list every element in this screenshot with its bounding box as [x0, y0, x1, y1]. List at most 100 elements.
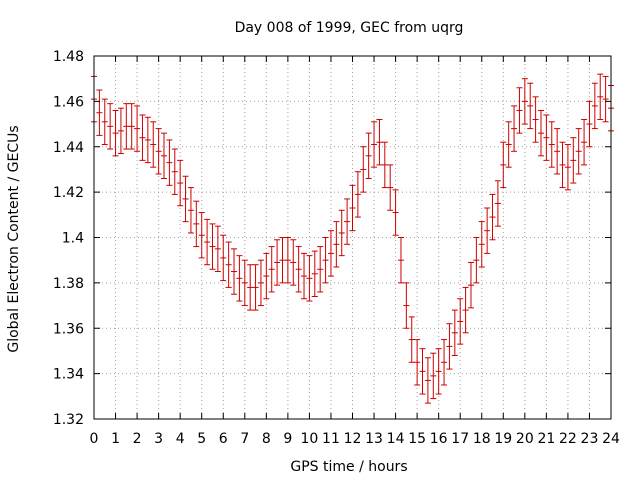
tick-layer: 1.321.341.361.381.41.421.441.461.480 1 2 3 4…: [53, 49, 620, 447]
data-point: [150, 121, 157, 168]
data-point: [441, 339, 448, 386]
x-tick-label: 18: [473, 431, 491, 447]
data-point: [214, 225, 221, 273]
x-tick-label: 2: [133, 431, 142, 447]
data-point: [462, 286, 469, 334]
data-point: [521, 78, 528, 125]
data-point: [187, 187, 194, 234]
data-point: [161, 132, 168, 180]
data-point: [381, 141, 388, 189]
x-tick-label: 5: [197, 431, 206, 447]
data-point: [225, 241, 232, 288]
data-point: [134, 105, 141, 152]
data-point: [505, 121, 512, 168]
data-point: [112, 109, 119, 157]
x-tick-label: 0: [90, 431, 99, 447]
data-point: [139, 114, 146, 161]
data-point: [564, 143, 571, 191]
data-point: [236, 255, 243, 302]
data-point: [128, 103, 135, 150]
x-tick-label: 21: [537, 431, 555, 447]
data-point: [257, 259, 264, 307]
data-point: [344, 198, 351, 245]
y-tick-label: 1.42: [53, 185, 84, 201]
data-point: [371, 121, 378, 168]
data-point: [322, 237, 329, 284]
data-point: [360, 146, 367, 193]
x-tick-label: 6: [219, 431, 228, 447]
data-point: [473, 237, 480, 284]
data-point: [338, 209, 345, 257]
data-point: [548, 121, 555, 168]
x-tick-label: 8: [262, 431, 271, 447]
data-point: [268, 246, 275, 293]
x-tick-label: 17: [451, 431, 469, 447]
data-point: [182, 175, 189, 223]
data-point: [478, 221, 485, 268]
data-point: [101, 98, 108, 145]
data-point: [349, 184, 356, 232]
data-point: [123, 103, 130, 150]
chart-title: Day 008 of 1999, GEC from uqrg: [235, 20, 464, 36]
data-point: [467, 261, 474, 309]
data-point: [290, 239, 297, 286]
x-tick-label: 7: [240, 431, 249, 447]
y-tick-label: 1.48: [53, 49, 84, 65]
data-point: [301, 252, 308, 300]
data-point: [500, 141, 507, 189]
data-point: [424, 357, 431, 404]
x-tick-label: 4: [176, 431, 185, 447]
y-axis-title: Global Electron Content / GECUs: [6, 125, 22, 352]
data-point: [354, 171, 361, 218]
data-point: [204, 218, 211, 266]
data-point: [209, 223, 216, 270]
data-point: [591, 82, 598, 130]
y-tick-label: 1.36: [53, 321, 84, 337]
y-tick-label: 1.38: [53, 276, 84, 292]
data-point: [586, 100, 593, 148]
data-point: [532, 96, 539, 143]
data-point: [408, 316, 415, 363]
data-point: [144, 116, 151, 164]
x-tick-label: 9: [283, 431, 292, 447]
data-point: [597, 73, 604, 121]
data-point: [570, 137, 577, 184]
grid-layer: [94, 56, 611, 419]
data-point: [284, 237, 291, 284]
data-point: [193, 200, 200, 248]
data-point: [231, 248, 238, 295]
x-tick-label: 10: [301, 431, 319, 447]
data-point: [392, 189, 399, 236]
data-series: [91, 73, 614, 404]
data-point: [527, 82, 534, 130]
data-point: [559, 141, 566, 189]
data-point: [241, 259, 248, 307]
x-tick-label: 20: [516, 431, 534, 447]
data-point: [252, 264, 259, 311]
data-point: [376, 119, 383, 166]
data-point: [247, 264, 254, 311]
data-point: [96, 89, 103, 136]
data-point: [430, 352, 437, 400]
x-tick-label: 1: [111, 431, 120, 447]
x-tick-label: 22: [559, 431, 577, 447]
data-point: [581, 119, 588, 166]
data-point: [295, 246, 302, 293]
x-axis-title: GPS time / hours: [290, 459, 407, 475]
y-tick-label: 1.44: [53, 140, 84, 156]
data-point: [446, 323, 453, 370]
data-point: [333, 221, 340, 268]
y-tick-label: 1.32: [53, 412, 84, 428]
data-point: [435, 348, 442, 395]
x-tick-label: 12: [344, 431, 362, 447]
data-point: [602, 75, 609, 123]
data-point: [575, 128, 582, 175]
y-tick-label: 1.46: [53, 94, 84, 110]
x-tick-label: 11: [322, 431, 340, 447]
x-tick-label: 14: [387, 431, 405, 447]
data-point: [327, 230, 334, 277]
data-point: [171, 148, 178, 195]
data-point: [155, 128, 162, 175]
data-point: [403, 282, 410, 329]
